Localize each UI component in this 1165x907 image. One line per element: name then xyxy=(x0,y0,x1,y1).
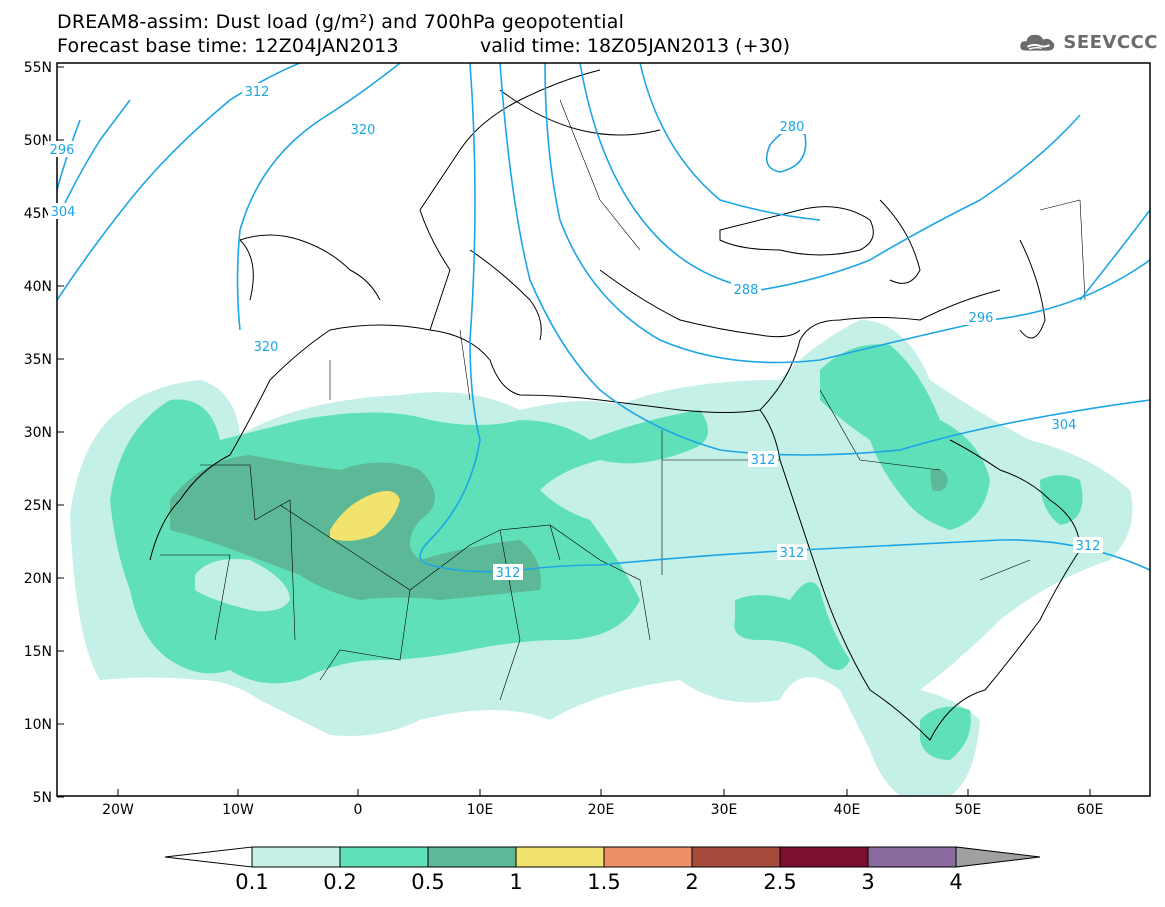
contour-label: 296 xyxy=(50,143,75,158)
contour-label: 312 xyxy=(496,566,521,581)
lon-label: 40E xyxy=(834,802,861,818)
contour-label: 320 xyxy=(351,123,376,138)
colorbar-swatch xyxy=(515,846,605,868)
lon-label: 10E xyxy=(467,802,494,818)
colorbar-tick: 0.1 xyxy=(235,870,268,894)
dust-level-1 xyxy=(330,491,400,541)
lon-label: 20W xyxy=(102,802,134,818)
colorbar-low-arrow xyxy=(164,846,253,868)
contour-label: 312 xyxy=(751,453,776,468)
colorbar-tick: 3 xyxy=(861,870,874,894)
cloud-icon xyxy=(1020,34,1055,51)
lon-label: 10W xyxy=(222,802,254,818)
lat-label: 20N xyxy=(24,571,52,587)
colorbar-tick: 2.5 xyxy=(763,870,796,894)
lon-label: 20E xyxy=(588,802,615,818)
contour-labels: 312 320 296 304 280 288 296 304 320 312 312 312 312 xyxy=(47,83,1103,581)
map-frame xyxy=(56,62,1151,797)
contour-label: 288 xyxy=(734,283,759,298)
colorbar-tick: 1 xyxy=(509,870,522,894)
lat-label: 10N xyxy=(24,717,52,733)
lat-label: 55N xyxy=(24,60,52,76)
colorbar-tick: 0.5 xyxy=(411,870,444,894)
colorbar-swatch xyxy=(339,846,429,868)
colorbar-swatch xyxy=(427,846,517,868)
map-title: DREAM8-assim: Dust load (g/m²) and 700hP… xyxy=(57,11,625,33)
contour-label: 304 xyxy=(1052,418,1077,433)
coastlines xyxy=(149,69,1081,741)
lat-label: 50N xyxy=(24,133,52,149)
lat-ticks: 55N 50N 45N 40N 35N 30N 25N 20N 15N 10N 5N xyxy=(24,60,64,806)
colorbar-tick: 4 xyxy=(949,870,962,894)
lon-label: 30E xyxy=(711,802,738,818)
lat-label: 15N xyxy=(24,644,52,660)
lon-label: 0 xyxy=(354,802,363,818)
contour-label: 304 xyxy=(51,205,76,220)
lat-label: 30N xyxy=(24,425,52,441)
lat-label: 25N xyxy=(24,498,52,514)
colorbar-swatch xyxy=(603,846,693,868)
lon-label: 50E xyxy=(955,802,982,818)
colorbar-tick: 0.2 xyxy=(323,870,356,894)
lat-label: 5N xyxy=(33,790,52,806)
contour-label: 296 xyxy=(969,311,994,326)
logo-text: SEEVCCC xyxy=(1063,31,1158,53)
contour-label: 320 xyxy=(254,340,279,355)
lon-label: 60E xyxy=(1077,802,1104,818)
seevccc-logo: SEEVCCC xyxy=(1018,24,1158,60)
contour-label: 312 xyxy=(245,85,270,100)
lat-label: 40N xyxy=(24,279,52,295)
contour-label: 312 xyxy=(780,546,805,561)
colorbar-tick: 1.5 xyxy=(587,870,620,894)
colorbar: 0.1 0.2 0.5 1 1.5 2 2.5 3 4 xyxy=(164,846,1041,894)
lat-label: 45N xyxy=(24,206,52,222)
colorbar-swatch xyxy=(251,846,341,868)
lat-label: 35N xyxy=(24,352,52,368)
colorbar-swatch xyxy=(867,846,957,868)
colorbar-high-arrow xyxy=(955,846,1041,868)
colorbar-swatch xyxy=(779,846,869,868)
contour-label: 280 xyxy=(780,120,805,135)
colorbar-swatch xyxy=(691,846,781,868)
contour-label: 312 xyxy=(1076,539,1101,554)
lon-ticks: 20W 10W 0 10E 20E 30E 40E 50E 60E xyxy=(102,789,1103,818)
base-time: Forecast base time: 12Z04JAN2013 xyxy=(57,35,399,57)
colorbar-tick: 2 xyxy=(685,870,698,894)
valid-time: valid time: 18Z05JAN2013 (+30) xyxy=(480,35,791,57)
